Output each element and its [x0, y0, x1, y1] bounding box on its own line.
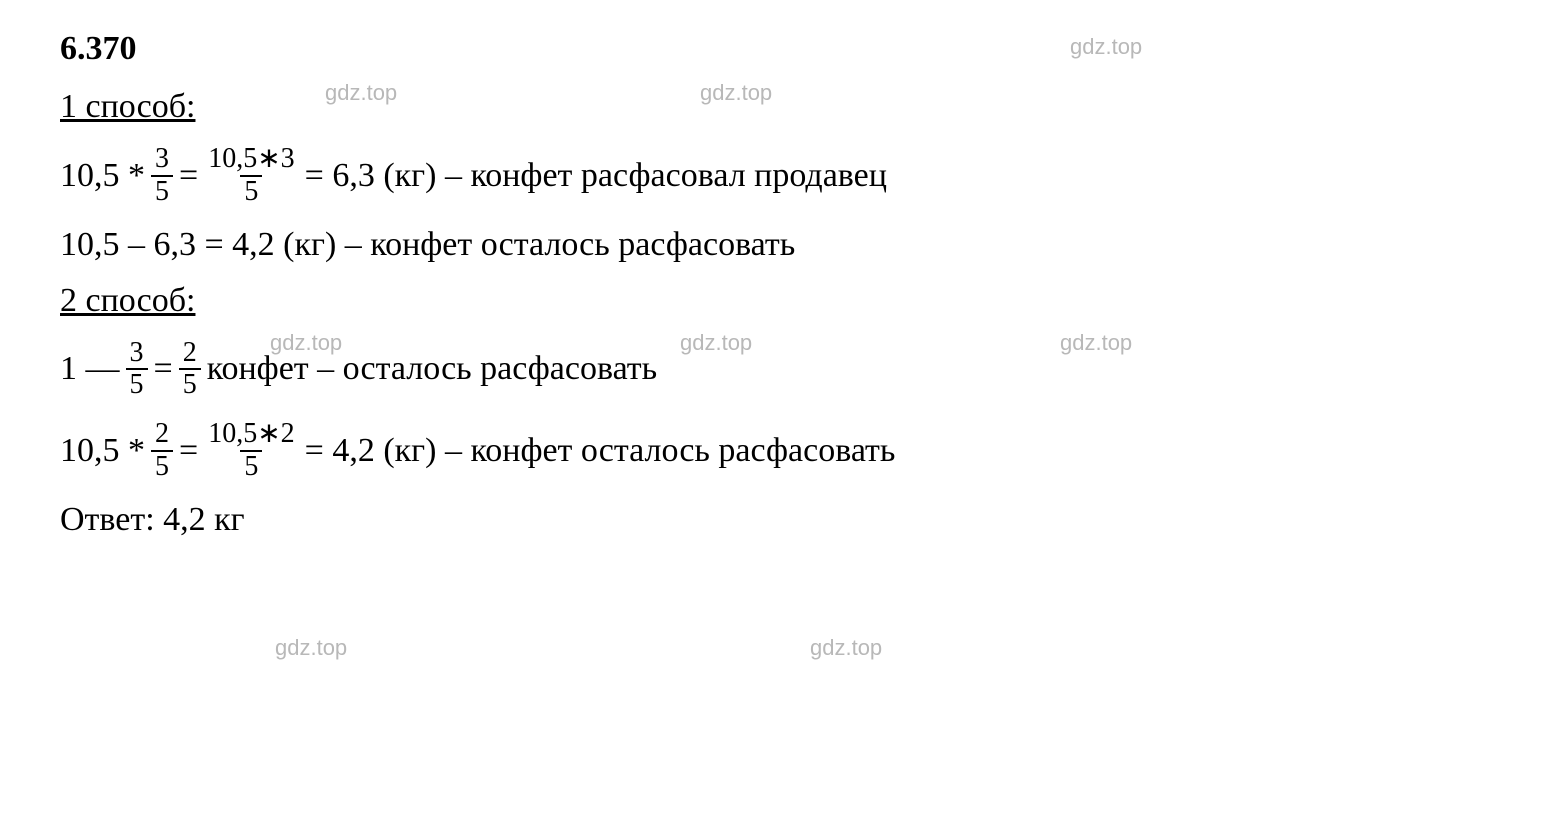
m1l1-frac2-den: 5	[240, 175, 262, 208]
m2l2-eq2-pre: = 4	[305, 432, 350, 470]
m2l2-frac2: 10,5∗2 5	[204, 419, 298, 483]
m2l2-frac1: 2 5	[151, 419, 173, 483]
m1l1-frac1-den: 5	[151, 175, 173, 208]
problem-heading: 6.370	[60, 30, 1481, 68]
m2l2-a: 10,5 *	[60, 432, 145, 470]
watermark-text: gdz.top	[275, 635, 347, 661]
m2l2-eq2-post: ,2 (кг) – конфет осталось расфасовать	[349, 432, 895, 470]
m2l2-eq1: =	[179, 432, 198, 470]
watermark-text: gdz.top	[810, 635, 882, 661]
m2l1-frac2: 2 5	[179, 338, 201, 402]
m1l1-frac2-num: 10,5∗3	[204, 144, 298, 175]
method1-label: 1 способ:	[60, 88, 1481, 126]
m1l1-frac1: 3 5	[151, 144, 173, 208]
m2l1-eq1: =	[154, 350, 173, 388]
m1l1-eq1: =	[179, 157, 198, 195]
m2l2-frac1-num: 2	[151, 419, 173, 450]
m2l1-frac1-num: 3	[126, 338, 148, 369]
m1l1-frac1-num: 3	[151, 144, 173, 175]
method2-label: 2 способ:	[60, 282, 1481, 320]
m2l2-frac1-den: 5	[151, 450, 173, 483]
m2l2-frac2-num: 10,5∗2	[204, 419, 298, 450]
m2l1-frac1-den: 5	[126, 368, 148, 401]
method1-line1: 10,5 * 3 5 = 10,5∗3 5 = 6,3 (кг) – конфе…	[60, 144, 1481, 208]
method2-line1: 1 — 3 5 = 2 5 конфет – осталось расфасов…	[60, 338, 1481, 402]
m2l1-frac2-num: 2	[179, 338, 201, 369]
method1-line2: 10,5 – 6,3 = 4,2 (кг) – конфет осталось …	[60, 226, 1481, 264]
m1l1-frac2: 10,5∗3 5	[204, 144, 298, 208]
m2l1-frac2-den: 5	[179, 368, 201, 401]
m2l1-a: 1 —	[60, 350, 120, 388]
m2l1-frac1: 3 5	[126, 338, 148, 402]
m1l1-rest: = 6,3 (кг) – конфет расфасовал продавец	[305, 157, 887, 195]
m1l1-a: 10,5 *	[60, 157, 145, 195]
m2l1-rest: конфет – осталось расфасовать	[207, 350, 657, 388]
method2-line2: 10,5 * 2 5 = 10,5∗2 5 = 4,2 (кг) – конфе…	[60, 419, 1481, 483]
m2l2-frac2-den: 5	[240, 450, 262, 483]
answer-line: Ответ: 4,2 кг	[60, 501, 1481, 539]
